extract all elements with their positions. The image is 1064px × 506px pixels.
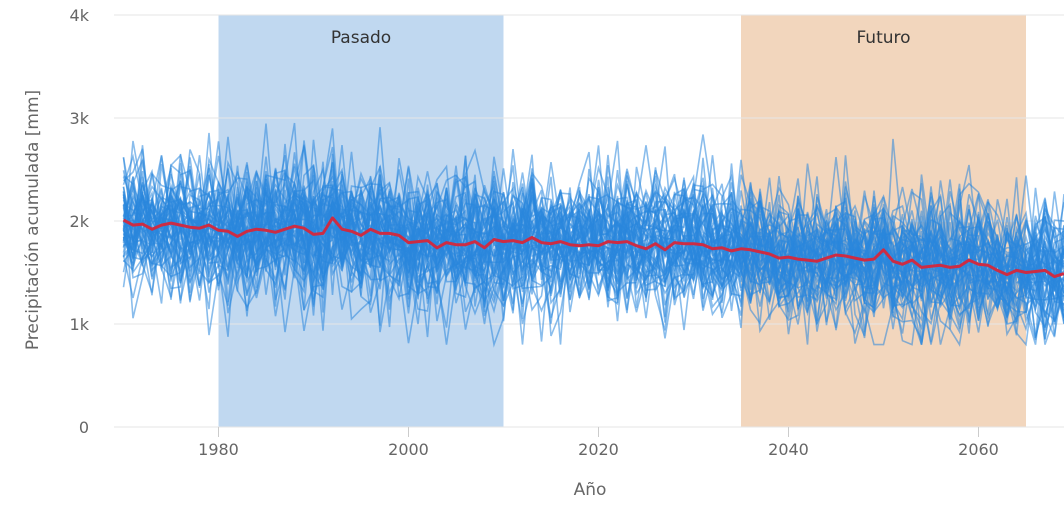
ensemble-member-line (122, 170, 1064, 330)
y-tick-label: 4k (70, 6, 90, 25)
ensemble-member-line (122, 179, 1064, 337)
x-tick-label: 2000 (388, 440, 429, 459)
band-labels: Pasado Futuro (331, 28, 911, 48)
x-axis-ticks: 1980 2000 2020 2040 2060 (198, 427, 999, 459)
y-tick-label: 3k (70, 109, 90, 128)
y-axis-title: Precipitación acumulada [mm] (23, 90, 43, 350)
x-tick-label: 2040 (768, 440, 809, 459)
x-tick-label: 2020 (578, 440, 619, 459)
x-tick-label: 2060 (958, 440, 999, 459)
ensemble-member-line (122, 167, 1064, 340)
band-label-futuro: Futuro (856, 28, 910, 48)
y-tick-label: 0 (79, 418, 89, 437)
ensemble-lines (122, 122, 1064, 348)
mean-line (122, 216, 1064, 279)
ensemble-member-line (122, 122, 1064, 292)
y-tick-label: 1k (70, 315, 90, 334)
band-label-pasado: Pasado (331, 28, 391, 48)
ensemble-member-line (122, 157, 1064, 345)
y-tick-label: 2k (70, 212, 90, 231)
mean-series-line (122, 216, 1064, 279)
x-axis-title: Año (574, 480, 607, 500)
y-axis-ticks: 0 1k 2k 3k 4k (70, 6, 90, 437)
x-tick-label: 1980 (198, 440, 239, 459)
